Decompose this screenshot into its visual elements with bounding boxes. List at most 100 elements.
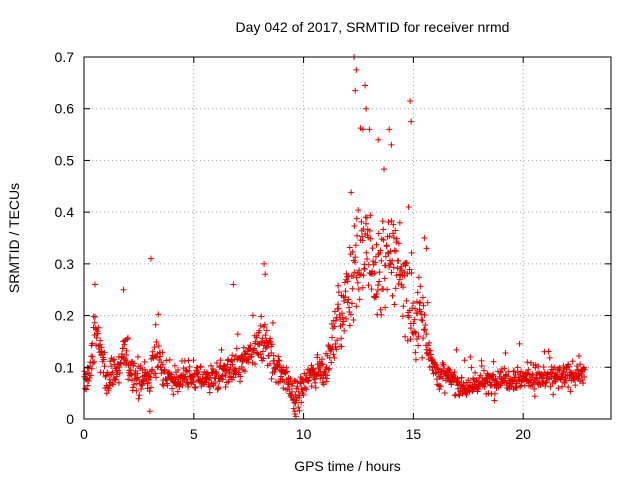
data-point	[412, 356, 419, 363]
data-point	[276, 363, 283, 370]
data-point	[101, 363, 108, 370]
data-point	[386, 233, 393, 240]
data-point	[524, 359, 531, 366]
data-point	[517, 383, 524, 390]
data-point	[288, 382, 295, 389]
data-point	[491, 397, 498, 404]
data-point	[490, 371, 497, 378]
data-point	[269, 319, 276, 326]
data-point	[390, 221, 397, 228]
data-point	[305, 378, 312, 385]
data-point	[414, 310, 421, 317]
data-point	[311, 376, 318, 383]
data-point	[373, 290, 380, 297]
data-point	[253, 332, 260, 339]
data-point	[433, 362, 440, 369]
data-point	[550, 391, 557, 398]
data-point	[405, 314, 412, 321]
data-point	[109, 380, 116, 387]
data-point	[283, 364, 290, 371]
data-point	[514, 369, 521, 376]
data-point	[577, 361, 584, 368]
data-point	[146, 408, 153, 415]
data-point	[420, 334, 427, 341]
data-point	[405, 204, 412, 211]
data-point	[112, 376, 119, 383]
data-point	[394, 265, 401, 272]
data-point	[335, 301, 342, 308]
data-point	[409, 305, 416, 312]
data-point	[237, 373, 244, 380]
data-point	[257, 351, 264, 358]
data-point	[437, 383, 444, 390]
data-point	[556, 364, 563, 371]
y-tick-label: 0.7	[55, 49, 75, 65]
data-point	[516, 340, 523, 347]
data-point	[252, 361, 259, 368]
data-point	[480, 367, 487, 374]
data-point	[378, 257, 385, 264]
data-point	[377, 247, 384, 254]
data-point	[338, 335, 345, 342]
data-point	[421, 327, 428, 334]
data-point	[335, 282, 342, 289]
data-point	[131, 360, 138, 367]
data-point	[396, 276, 403, 283]
data-point	[404, 270, 411, 277]
data-point	[368, 286, 375, 293]
data-points	[81, 54, 588, 420]
data-point	[423, 331, 430, 338]
data-point	[382, 304, 389, 311]
data-point	[303, 386, 310, 393]
data-point	[423, 245, 430, 252]
x-tick-label: 10	[296, 426, 312, 442]
data-point	[362, 82, 369, 89]
data-point	[384, 249, 391, 256]
data-point	[369, 245, 376, 252]
data-point	[502, 375, 509, 382]
data-point	[185, 381, 192, 388]
data-point	[362, 220, 369, 227]
data-point	[330, 351, 337, 358]
data-point	[411, 316, 418, 323]
data-point	[456, 392, 463, 399]
data-point	[163, 357, 170, 364]
data-point	[381, 166, 388, 173]
data-point	[308, 383, 315, 390]
data-point	[555, 385, 562, 392]
data-point	[353, 66, 360, 73]
data-point	[451, 369, 458, 376]
data-point	[428, 357, 435, 364]
data-point	[561, 380, 568, 387]
data-point	[229, 352, 236, 359]
data-point	[268, 341, 275, 348]
data-point	[284, 368, 291, 375]
data-point	[186, 363, 193, 370]
data-point	[93, 334, 100, 341]
data-point	[453, 346, 460, 353]
data-point	[387, 261, 394, 268]
data-point	[421, 311, 428, 318]
data-point	[249, 312, 256, 319]
data-point	[292, 413, 299, 420]
data-point	[341, 327, 348, 334]
data-point	[444, 375, 451, 382]
data-point	[371, 270, 378, 277]
data-point	[532, 376, 539, 383]
data-point	[94, 330, 101, 337]
data-point	[579, 376, 586, 383]
data-point	[109, 381, 116, 388]
data-point	[440, 361, 447, 368]
data-point	[300, 392, 307, 399]
data-point	[475, 386, 482, 393]
data-point	[230, 281, 237, 288]
data-point	[478, 362, 485, 369]
data-point	[261, 260, 268, 267]
data-point	[259, 335, 266, 342]
data-point	[366, 126, 373, 133]
data-point	[364, 255, 371, 262]
data-point	[314, 351, 321, 358]
data-point	[251, 345, 258, 352]
data-point	[363, 105, 370, 112]
data-point	[441, 367, 448, 374]
